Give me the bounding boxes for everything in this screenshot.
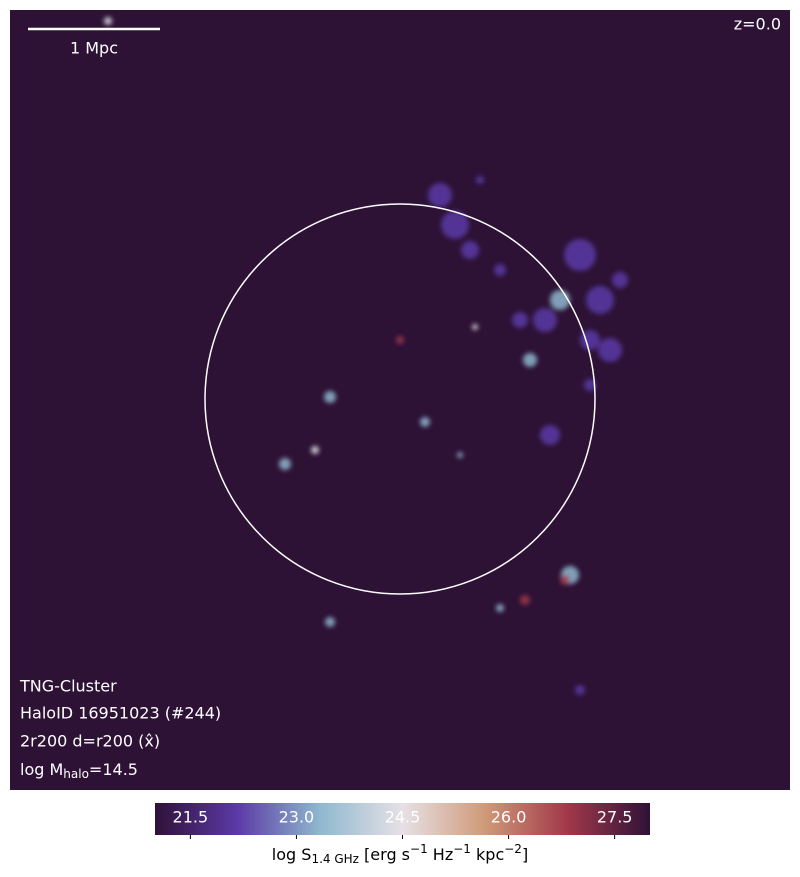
emission-blob [584, 379, 596, 391]
text: log S [272, 845, 312, 864]
colorbar-label: log S1.4 GHz [erg s−1 Hz−1 kpc−2] [272, 842, 528, 866]
map-background [10, 10, 790, 790]
emission-blob [279, 458, 291, 470]
annotation: 2r200 d=r200 (x̂) [20, 732, 160, 751]
text: [erg s [359, 845, 410, 864]
colorbar-tick-label: 26.0 [491, 808, 527, 827]
emission-blob [472, 324, 478, 330]
emission-blob [311, 446, 319, 454]
text: log M [20, 760, 63, 779]
emission-blob [325, 617, 335, 627]
text: ] [522, 845, 528, 864]
subscript: 1.4 GHz [311, 852, 359, 866]
emission-blob [396, 336, 404, 344]
emission-blob [533, 308, 557, 332]
emission-blob [564, 239, 596, 271]
emission-blob [494, 264, 506, 276]
subscript: halo [63, 767, 89, 781]
colorbar-tick-label: 27.5 [597, 808, 633, 827]
scale-bar-label: 1 Mpc [70, 39, 118, 58]
mass-label: log Mhalo=14.5 [20, 760, 138, 781]
emission-blob [580, 330, 600, 350]
text: =14.5 [89, 760, 138, 779]
annotation: TNG-Cluster [19, 677, 117, 696]
emission-layer [104, 17, 628, 695]
redshift: z=0.0 [734, 15, 781, 34]
emission-blob [612, 272, 628, 288]
r200-circle [204, 203, 596, 595]
emission-blob [441, 211, 469, 239]
colorbar-ticks: 21.5 23.0 24.5 26.0 27.5 [173, 808, 633, 839]
emission-blob [104, 17, 112, 25]
text: kpc [471, 845, 504, 864]
emission-blob [586, 286, 614, 314]
emission-blob [324, 391, 336, 403]
emission-blob [520, 595, 530, 605]
colorbar-tick-label: 23.0 [279, 808, 315, 827]
colorbar-tick-label: 21.5 [173, 808, 209, 827]
emission-blob [457, 452, 463, 458]
emission-blob [540, 425, 560, 445]
colorbar [155, 803, 650, 835]
emission-blob [560, 575, 570, 585]
emission-blob [476, 176, 484, 184]
superscript: −1 [410, 842, 428, 856]
emission-blob [575, 685, 585, 695]
emission-blob [461, 241, 479, 259]
superscript: −2 [504, 842, 522, 856]
annotation: HaloID 16951023 (#244) [20, 704, 221, 723]
superscript: −1 [453, 842, 471, 856]
emission-blob [496, 604, 504, 612]
emission-blob [550, 290, 570, 310]
text: Hz [428, 845, 454, 864]
colorbar-tick-label: 24.5 [385, 808, 421, 827]
emission-blob [428, 183, 452, 207]
emission-blob [598, 338, 622, 362]
emission-blob [512, 312, 528, 328]
emission-blob [420, 417, 430, 427]
emission-blob [523, 353, 537, 367]
